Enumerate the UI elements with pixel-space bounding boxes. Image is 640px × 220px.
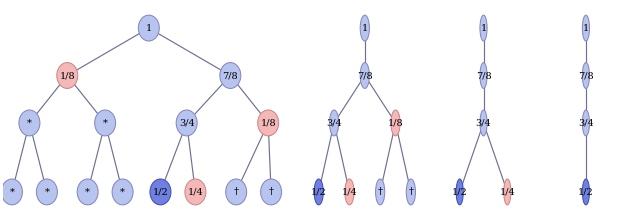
Ellipse shape	[176, 110, 197, 136]
Text: †: †	[269, 187, 274, 196]
Text: 1/8: 1/8	[60, 71, 75, 80]
Text: 1/2: 1/2	[152, 187, 168, 196]
Text: 1/8: 1/8	[260, 118, 276, 127]
Ellipse shape	[360, 62, 369, 88]
Ellipse shape	[480, 62, 487, 88]
Ellipse shape	[77, 179, 98, 205]
Text: 1/8: 1/8	[388, 118, 403, 127]
Ellipse shape	[480, 15, 487, 41]
Ellipse shape	[360, 15, 369, 41]
Ellipse shape	[376, 179, 385, 205]
Ellipse shape	[391, 110, 400, 136]
Ellipse shape	[95, 110, 116, 136]
Text: 1/2: 1/2	[578, 187, 594, 196]
Ellipse shape	[504, 179, 511, 205]
Text: 3/4: 3/4	[179, 118, 195, 127]
Ellipse shape	[258, 110, 278, 136]
Text: *: *	[10, 187, 14, 196]
Ellipse shape	[226, 179, 246, 205]
Text: *: *	[120, 187, 125, 196]
Text: 1/2: 1/2	[311, 187, 326, 196]
Ellipse shape	[582, 179, 589, 205]
Ellipse shape	[330, 110, 339, 136]
Text: 7/8: 7/8	[578, 71, 594, 80]
Text: †: †	[234, 187, 239, 196]
Ellipse shape	[150, 179, 171, 205]
Ellipse shape	[36, 179, 58, 205]
Text: 3/4: 3/4	[476, 118, 492, 127]
Text: *: *	[102, 118, 108, 127]
Text: 3/4: 3/4	[578, 118, 594, 127]
Text: 1: 1	[583, 24, 589, 33]
Text: *: *	[27, 118, 32, 127]
Text: 1/4: 1/4	[188, 187, 204, 196]
Ellipse shape	[582, 110, 589, 136]
Text: *: *	[85, 187, 90, 196]
Text: 1: 1	[362, 24, 368, 33]
Ellipse shape	[582, 15, 589, 41]
Ellipse shape	[57, 62, 77, 88]
Text: 1: 1	[146, 24, 152, 33]
Ellipse shape	[314, 179, 323, 205]
Ellipse shape	[345, 179, 354, 205]
Ellipse shape	[260, 179, 282, 205]
Ellipse shape	[112, 179, 133, 205]
Text: 1/4: 1/4	[499, 187, 515, 196]
Text: *: *	[44, 187, 49, 196]
Ellipse shape	[220, 62, 241, 88]
Ellipse shape	[138, 15, 159, 41]
Ellipse shape	[456, 179, 463, 205]
Ellipse shape	[480, 110, 487, 136]
Ellipse shape	[185, 179, 206, 205]
Text: †: †	[378, 187, 383, 196]
Ellipse shape	[1, 179, 22, 205]
Text: 1/4: 1/4	[342, 187, 357, 196]
Text: 1: 1	[481, 24, 486, 33]
Text: 7/8: 7/8	[476, 71, 492, 80]
Text: 7/8: 7/8	[357, 71, 372, 80]
Ellipse shape	[406, 179, 415, 205]
Text: 7/8: 7/8	[223, 71, 238, 80]
Ellipse shape	[582, 62, 589, 88]
Ellipse shape	[19, 110, 40, 136]
Text: 3/4: 3/4	[326, 118, 342, 127]
Text: †: †	[408, 187, 413, 196]
Text: 1/2: 1/2	[452, 187, 468, 196]
